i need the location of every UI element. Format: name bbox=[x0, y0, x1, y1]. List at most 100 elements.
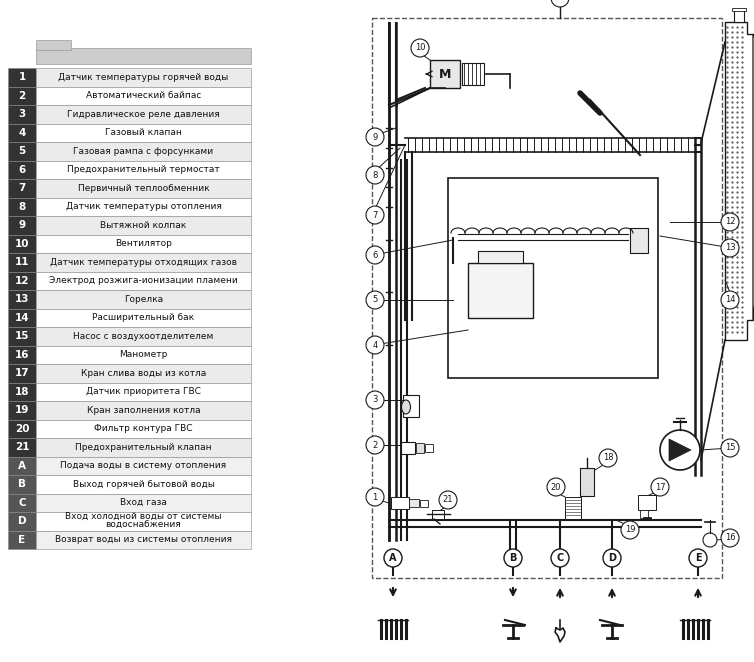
Bar bbox=[8, 68, 36, 87]
Text: 11: 11 bbox=[555, 0, 566, 3]
Circle shape bbox=[439, 491, 457, 509]
Text: 12: 12 bbox=[725, 218, 735, 226]
Circle shape bbox=[721, 529, 739, 547]
Bar bbox=[416, 443, 424, 453]
Bar bbox=[36, 346, 251, 364]
Text: 3: 3 bbox=[372, 395, 378, 404]
Bar bbox=[36, 40, 71, 50]
Circle shape bbox=[366, 206, 384, 224]
Bar bbox=[580, 468, 594, 496]
Circle shape bbox=[384, 549, 402, 567]
Text: Датчик температуры горячей воды: Датчик температуры горячей воды bbox=[58, 73, 228, 81]
Circle shape bbox=[721, 239, 739, 257]
Bar bbox=[638, 495, 656, 510]
Circle shape bbox=[366, 391, 384, 409]
Text: 7: 7 bbox=[372, 211, 378, 220]
Text: Манометр: Манометр bbox=[119, 350, 167, 359]
Text: Предохранительный клапан: Предохранительный клапан bbox=[75, 443, 212, 451]
Bar bbox=[403, 395, 419, 417]
Bar bbox=[36, 124, 251, 142]
Polygon shape bbox=[753, 34, 754, 320]
Text: 8: 8 bbox=[18, 202, 26, 212]
Bar bbox=[409, 499, 419, 507]
Bar bbox=[36, 327, 251, 346]
Text: E: E bbox=[18, 535, 26, 545]
Bar bbox=[36, 160, 251, 179]
Text: 7: 7 bbox=[18, 183, 26, 193]
Bar bbox=[36, 142, 251, 160]
Bar bbox=[8, 420, 36, 438]
Circle shape bbox=[366, 336, 384, 354]
Bar bbox=[36, 48, 251, 64]
Polygon shape bbox=[669, 439, 691, 461]
Bar bbox=[640, 510, 648, 518]
Bar bbox=[8, 512, 36, 530]
Polygon shape bbox=[725, 22, 753, 340]
Bar bbox=[8, 364, 36, 383]
Circle shape bbox=[651, 478, 669, 496]
Bar bbox=[391, 497, 409, 509]
Bar bbox=[36, 493, 251, 512]
Text: 16: 16 bbox=[15, 350, 29, 359]
Text: 13: 13 bbox=[15, 294, 29, 305]
Circle shape bbox=[721, 439, 739, 457]
Bar bbox=[425, 444, 433, 452]
Circle shape bbox=[366, 246, 384, 264]
Text: 15: 15 bbox=[15, 331, 29, 341]
Bar bbox=[8, 160, 36, 179]
Circle shape bbox=[366, 488, 384, 506]
Bar bbox=[36, 438, 251, 457]
Circle shape bbox=[689, 549, 707, 567]
Text: 4: 4 bbox=[18, 128, 26, 138]
Text: 5: 5 bbox=[372, 295, 378, 305]
Circle shape bbox=[551, 0, 569, 7]
Text: 17: 17 bbox=[14, 368, 29, 378]
Text: Вытяжной колпак: Вытяжной колпак bbox=[100, 220, 187, 230]
Text: Вентилятор: Вентилятор bbox=[115, 239, 172, 248]
Bar bbox=[8, 530, 36, 549]
Bar bbox=[565, 497, 581, 519]
Bar bbox=[8, 105, 36, 124]
Text: A: A bbox=[389, 553, 397, 563]
Bar bbox=[734, 10, 744, 22]
Bar bbox=[36, 530, 251, 549]
Bar bbox=[8, 142, 36, 160]
Bar bbox=[36, 234, 251, 253]
Bar bbox=[8, 383, 36, 401]
Text: Датчик температуры отходящих газов: Датчик температуры отходящих газов bbox=[50, 258, 237, 267]
Text: 12: 12 bbox=[15, 276, 29, 286]
Text: Первичный теплообменник: Первичный теплообменник bbox=[78, 184, 210, 193]
Text: 19: 19 bbox=[625, 526, 636, 534]
Text: B: B bbox=[509, 553, 516, 563]
Bar bbox=[36, 253, 251, 271]
Text: 4: 4 bbox=[372, 340, 378, 350]
Bar bbox=[8, 234, 36, 253]
Ellipse shape bbox=[401, 400, 410, 414]
Text: 5: 5 bbox=[18, 146, 26, 156]
Bar bbox=[8, 179, 36, 197]
Text: Кран заполнения котла: Кран заполнения котла bbox=[87, 406, 201, 415]
Text: 6: 6 bbox=[372, 250, 378, 260]
Bar bbox=[8, 197, 36, 216]
Bar bbox=[8, 271, 36, 290]
Bar bbox=[401, 442, 415, 454]
Text: Возврат воды из системы отопления: Возврат воды из системы отопления bbox=[55, 536, 232, 544]
Bar bbox=[462, 63, 484, 85]
Bar bbox=[430, 60, 460, 88]
Text: Насос с воздухоотделителем: Насос с воздухоотделителем bbox=[73, 332, 213, 341]
Circle shape bbox=[599, 449, 617, 467]
Bar bbox=[448, 178, 658, 378]
Bar bbox=[8, 253, 36, 271]
Circle shape bbox=[551, 549, 569, 567]
Text: Датчик приоритета ГВС: Датчик приоритета ГВС bbox=[86, 387, 201, 397]
Text: B: B bbox=[18, 479, 26, 489]
Circle shape bbox=[721, 213, 739, 231]
Text: 14: 14 bbox=[14, 312, 29, 323]
Bar bbox=[8, 87, 36, 105]
Bar bbox=[8, 327, 36, 346]
Circle shape bbox=[366, 291, 384, 309]
Bar bbox=[36, 401, 251, 420]
Text: 19: 19 bbox=[15, 405, 29, 415]
Text: 16: 16 bbox=[725, 534, 735, 542]
Text: Газовая рампа с форсунками: Газовая рампа с форсунками bbox=[73, 147, 213, 156]
